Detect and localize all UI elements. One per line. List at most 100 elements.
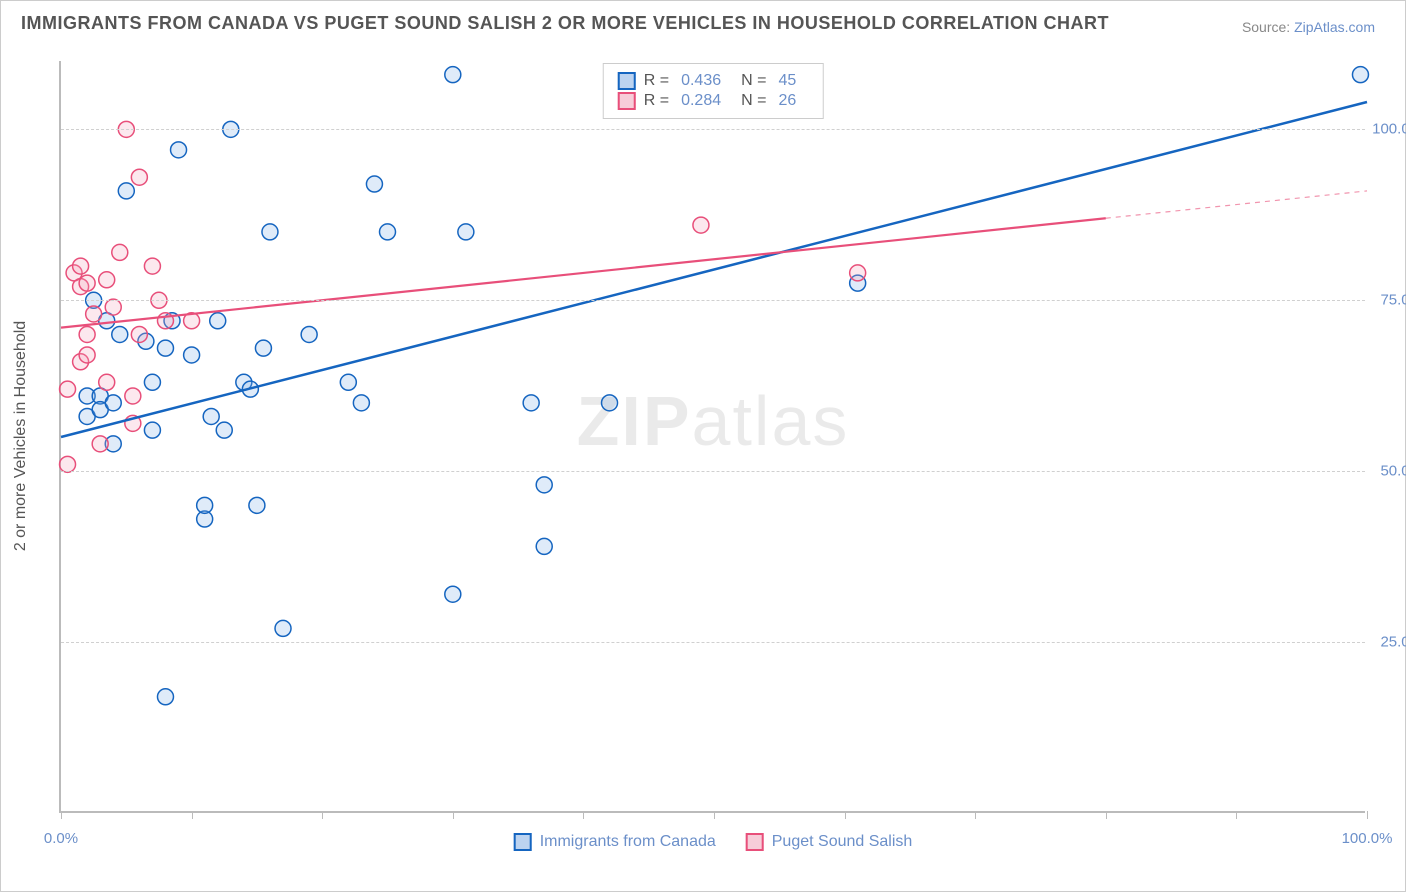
scatter-point bbox=[203, 408, 219, 424]
x-tick bbox=[1106, 811, 1107, 819]
legend-row: R = 0.436 N = 45 bbox=[618, 72, 809, 90]
legend-n-value: 26 bbox=[778, 92, 796, 110]
scatter-point bbox=[79, 326, 95, 342]
x-tick-label: 0.0% bbox=[44, 830, 78, 847]
legend-n-label: N = bbox=[741, 92, 766, 110]
source-value: ZipAtlas.com bbox=[1294, 19, 1375, 35]
legend-row: R = 0.284 N = 26 bbox=[618, 92, 809, 110]
scatter-point bbox=[60, 381, 76, 397]
scatter-point bbox=[131, 326, 147, 342]
scatter-point bbox=[366, 176, 382, 192]
scatter-point bbox=[79, 347, 95, 363]
legend-n-value: 45 bbox=[778, 72, 796, 90]
y-tick-label: 50.0% bbox=[1371, 463, 1406, 480]
scatter-point bbox=[602, 395, 618, 411]
scatter-point bbox=[249, 497, 265, 513]
legend-swatch bbox=[618, 72, 636, 90]
scatter-point bbox=[144, 258, 160, 274]
x-tick-label: 100.0% bbox=[1342, 830, 1393, 847]
scatter-svg bbox=[61, 61, 1365, 811]
scatter-point bbox=[380, 224, 396, 240]
scatter-point bbox=[340, 374, 356, 390]
scatter-point bbox=[144, 374, 160, 390]
legend-n-label: N = bbox=[741, 72, 766, 90]
scatter-point bbox=[184, 347, 200, 363]
scatter-point bbox=[105, 395, 121, 411]
source-attribution: Source: ZipAtlas.com bbox=[1242, 19, 1375, 35]
legend-series-item: Immigrants from Canada bbox=[514, 833, 716, 851]
chart-container: IMMIGRANTS FROM CANADA VS PUGET SOUND SA… bbox=[0, 0, 1406, 892]
gridline bbox=[61, 300, 1365, 301]
x-tick bbox=[61, 811, 62, 819]
scatter-point bbox=[693, 217, 709, 233]
scatter-point bbox=[99, 272, 115, 288]
scatter-point bbox=[131, 169, 147, 185]
scatter-point bbox=[850, 265, 866, 281]
y-tick-label: 100.0% bbox=[1371, 121, 1406, 138]
legend-swatch bbox=[746, 833, 764, 851]
scatter-point bbox=[353, 395, 369, 411]
legend-r-label: R = bbox=[644, 92, 669, 110]
scatter-point bbox=[458, 224, 474, 240]
source-label: Source: bbox=[1242, 19, 1290, 35]
scatter-point bbox=[79, 275, 95, 291]
scatter-point bbox=[105, 299, 121, 315]
scatter-point bbox=[275, 620, 291, 636]
scatter-point bbox=[112, 244, 128, 260]
scatter-point bbox=[445, 67, 461, 83]
scatter-point bbox=[92, 436, 108, 452]
chart-title: IMMIGRANTS FROM CANADA VS PUGET SOUND SA… bbox=[21, 13, 1109, 34]
scatter-point bbox=[125, 388, 141, 404]
y-axis-label: 2 or more Vehicles in Household bbox=[12, 321, 30, 551]
trend-line bbox=[61, 218, 1106, 327]
legend-correlation: R = 0.436 N = 45 R = 0.284 N = 26 bbox=[603, 63, 824, 119]
scatter-point bbox=[157, 689, 173, 705]
scatter-point bbox=[144, 422, 160, 438]
x-tick bbox=[1367, 811, 1368, 819]
scatter-point bbox=[157, 340, 173, 356]
scatter-point bbox=[301, 326, 317, 342]
legend-swatch bbox=[618, 92, 636, 110]
legend-series-label: Immigrants from Canada bbox=[540, 833, 716, 851]
gridline bbox=[61, 129, 1365, 130]
x-tick bbox=[1236, 811, 1237, 819]
scatter-point bbox=[445, 586, 461, 602]
y-tick-label: 25.0% bbox=[1371, 634, 1406, 651]
legend-r-value: 0.284 bbox=[681, 92, 721, 110]
scatter-point bbox=[536, 538, 552, 554]
gridline bbox=[61, 471, 1365, 472]
plot-area: 2 or more Vehicles in Household ZIPatlas… bbox=[59, 61, 1365, 813]
x-tick bbox=[975, 811, 976, 819]
scatter-point bbox=[1352, 67, 1368, 83]
scatter-point bbox=[118, 183, 134, 199]
scatter-point bbox=[99, 374, 115, 390]
scatter-point bbox=[536, 477, 552, 493]
x-tick bbox=[714, 811, 715, 819]
legend-series-label: Puget Sound Salish bbox=[772, 833, 913, 851]
scatter-point bbox=[255, 340, 271, 356]
legend-r-label: R = bbox=[644, 72, 669, 90]
x-tick bbox=[845, 811, 846, 819]
x-tick bbox=[583, 811, 584, 819]
y-tick-label: 75.0% bbox=[1371, 292, 1406, 309]
legend-swatch bbox=[514, 833, 532, 851]
scatter-point bbox=[171, 142, 187, 158]
scatter-point bbox=[262, 224, 278, 240]
x-tick bbox=[322, 811, 323, 819]
legend-series-item: Puget Sound Salish bbox=[746, 833, 913, 851]
x-tick bbox=[453, 811, 454, 819]
gridline bbox=[61, 642, 1365, 643]
scatter-point bbox=[86, 306, 102, 322]
scatter-point bbox=[210, 313, 226, 329]
legend-series: Immigrants from Canada Puget Sound Salish bbox=[514, 833, 913, 851]
scatter-point bbox=[216, 422, 232, 438]
trend-line-extension bbox=[1106, 191, 1367, 218]
scatter-point bbox=[112, 326, 128, 342]
x-tick bbox=[192, 811, 193, 819]
legend-r-value: 0.436 bbox=[681, 72, 721, 90]
scatter-point bbox=[523, 395, 539, 411]
trend-line bbox=[61, 102, 1367, 437]
scatter-point bbox=[73, 258, 89, 274]
scatter-point bbox=[197, 497, 213, 513]
scatter-point bbox=[60, 456, 76, 472]
